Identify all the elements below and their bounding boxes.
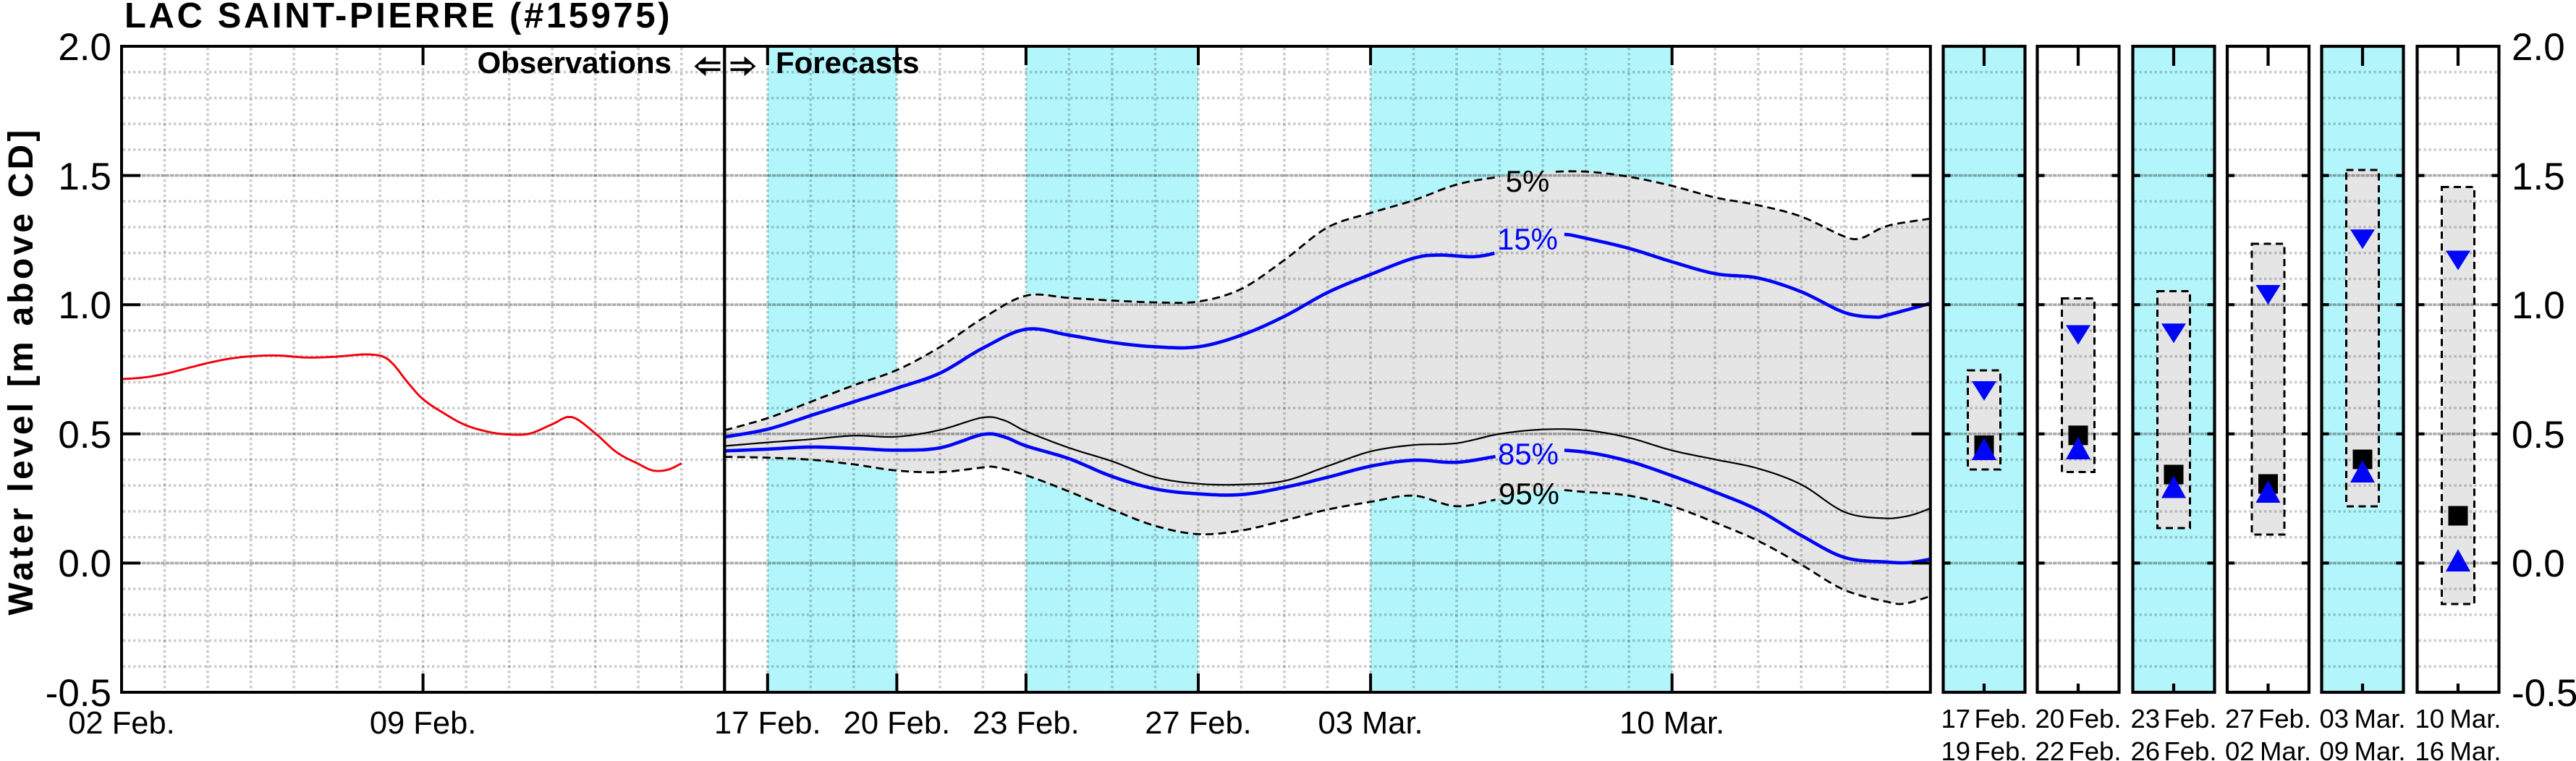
svg-text:17 Feb.: 17 Feb.	[714, 706, 821, 741]
svg-text:Feb.: Feb.	[2258, 704, 2311, 734]
svg-text:10 Mar.: 10 Mar.	[1619, 706, 1724, 741]
svg-text:15%: 15%	[1497, 222, 1558, 256]
svg-text:0.0: 0.0	[58, 543, 111, 585]
svg-text:26: 26	[2131, 736, 2161, 761]
svg-text:Feb.: Feb.	[2164, 704, 2216, 734]
svg-text:1.0: 1.0	[58, 284, 111, 327]
svg-text:2.0: 2.0	[58, 26, 111, 69]
svg-text:1.5: 1.5	[2512, 156, 2565, 198]
svg-text:Water level [m above CD]: Water level [m above CD]	[2, 127, 41, 615]
svg-text:09: 09	[2320, 736, 2350, 761]
svg-text:-0.5: -0.5	[2512, 672, 2576, 715]
svg-text:Feb.: Feb.	[2164, 736, 2216, 761]
svg-text:27 Feb.: 27 Feb.	[1145, 706, 1252, 741]
svg-text:Mar.: Mar.	[2355, 736, 2406, 761]
svg-text:95%: 95%	[1499, 477, 1559, 511]
svg-text:22: 22	[2035, 736, 2065, 761]
svg-text:Mar.: Mar.	[2450, 704, 2501, 734]
svg-text:16: 16	[2415, 736, 2445, 761]
svg-text:20: 20	[2035, 704, 2065, 734]
svg-text:03: 03	[2320, 704, 2350, 734]
svg-text:03 Mar.: 03 Mar.	[1318, 706, 1423, 741]
svg-text:LAC SAINT-PIERRE (#15975): LAC SAINT-PIERRE (#15975)	[124, 0, 672, 35]
svg-text:Feb.: Feb.	[1974, 736, 2027, 761]
svg-text:Feb.: Feb.	[2068, 736, 2121, 761]
svg-text:10: 10	[2415, 704, 2445, 734]
svg-text:2.0: 2.0	[2512, 26, 2565, 69]
svg-text:0.5: 0.5	[2512, 414, 2565, 456]
svg-text:Mar.: Mar.	[2450, 736, 2501, 761]
svg-text:Feb.: Feb.	[2068, 704, 2121, 734]
svg-text:1.0: 1.0	[2512, 284, 2565, 327]
svg-text:02: 02	[2225, 736, 2255, 761]
svg-text:Forecasts: Forecasts	[776, 46, 919, 80]
svg-text:09 Feb.: 09 Feb.	[370, 706, 477, 741]
svg-text:23 Feb.: 23 Feb.	[973, 706, 1080, 741]
svg-text:0.5: 0.5	[58, 414, 111, 456]
svg-text:20 Feb.: 20 Feb.	[844, 706, 951, 741]
svg-text:-0.5: -0.5	[46, 672, 111, 715]
svg-text:Mar.: Mar.	[2355, 704, 2406, 734]
svg-text:Feb.: Feb.	[1974, 704, 2027, 734]
svg-text:Observations: Observations	[478, 46, 671, 80]
svg-text:0.0: 0.0	[2512, 543, 2565, 585]
svg-text:27: 27	[2225, 704, 2255, 734]
svg-text:17: 17	[1941, 704, 1971, 734]
svg-text:85%: 85%	[1498, 437, 1559, 471]
svg-text:Mar.: Mar.	[2260, 736, 2311, 761]
svg-text:02 Feb.: 02 Feb.	[68, 706, 175, 741]
svg-text:5%: 5%	[1506, 164, 1550, 198]
svg-text:1.5: 1.5	[58, 156, 111, 198]
svg-text:19: 19	[1941, 736, 1971, 761]
svg-text:23: 23	[2131, 704, 2161, 734]
